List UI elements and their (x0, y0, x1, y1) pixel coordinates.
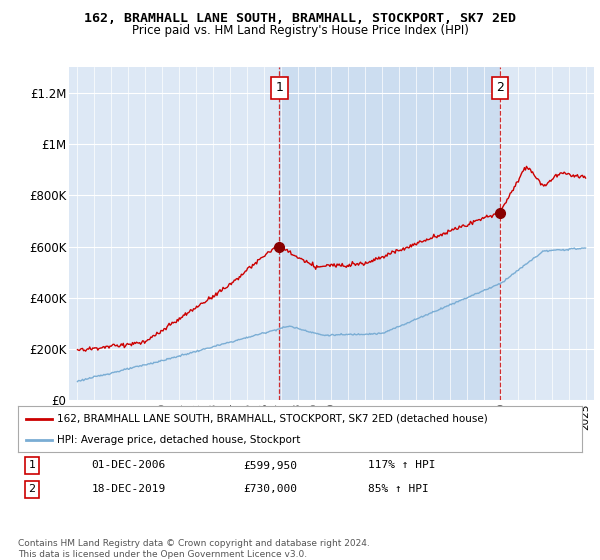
Text: 18-DEC-2019: 18-DEC-2019 (91, 484, 166, 494)
Text: 1: 1 (29, 460, 35, 470)
Text: £599,950: £599,950 (244, 460, 298, 470)
Text: HPI: Average price, detached house, Stockport: HPI: Average price, detached house, Stoc… (58, 436, 301, 445)
Text: 162, BRAMHALL LANE SOUTH, BRAMHALL, STOCKPORT, SK7 2ED (detached house): 162, BRAMHALL LANE SOUTH, BRAMHALL, STOC… (58, 414, 488, 424)
Text: £730,000: £730,000 (244, 484, 298, 494)
Text: Price paid vs. HM Land Registry's House Price Index (HPI): Price paid vs. HM Land Registry's House … (131, 24, 469, 36)
Text: 1: 1 (275, 81, 283, 94)
Text: 2: 2 (496, 81, 504, 94)
Text: 117% ↑ HPI: 117% ↑ HPI (368, 460, 435, 470)
Text: 2: 2 (29, 484, 35, 494)
Bar (279, 67, 500, 400)
Text: Contains HM Land Registry data © Crown copyright and database right 2024.
This d: Contains HM Land Registry data © Crown c… (18, 539, 370, 559)
Text: 01-DEC-2006: 01-DEC-2006 (91, 460, 166, 470)
Text: 85% ↑ HPI: 85% ↑ HPI (368, 484, 428, 494)
Text: 162, BRAMHALL LANE SOUTH, BRAMHALL, STOCKPORT, SK7 2ED: 162, BRAMHALL LANE SOUTH, BRAMHALL, STOC… (84, 12, 516, 25)
